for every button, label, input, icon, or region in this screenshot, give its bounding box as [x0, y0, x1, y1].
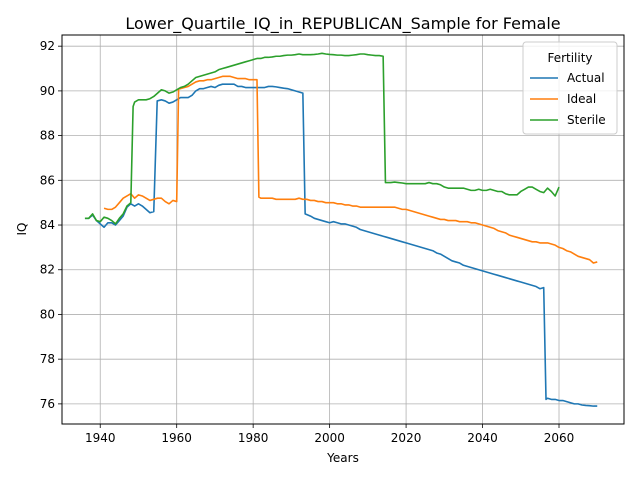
gridlines [62, 35, 624, 424]
y-tick-label: 82 [40, 263, 55, 277]
y-tick-label: 92 [40, 39, 55, 53]
legend-items: Actual Ideal Sterile [530, 71, 606, 127]
legend: Fertility Actual Ideal Sterile [522, 41, 618, 135]
legend-title: Fertility [547, 51, 592, 65]
x-axis-ticks: 1940 1960 1980 2000 2020 2040 2060 [85, 424, 574, 445]
plot-area-frame [61, 34, 625, 425]
series-line-sterile [84, 52, 560, 225]
series-line-actual [84, 83, 598, 407]
chart-title: Lower_Quartile_IQ_in_REPUBLICAN_Sample f… [125, 14, 560, 34]
x-tick-label: 2000 [314, 431, 345, 445]
y-tick-label: 76 [40, 397, 55, 411]
legend-label-ideal: Ideal [567, 92, 596, 106]
legend-box [522, 41, 618, 135]
x-tick-label: 2020 [391, 431, 422, 445]
legend-label-sterile: Sterile [567, 113, 606, 127]
series-line-ideal [103, 75, 598, 264]
y-tick-label: 88 [40, 129, 55, 143]
x-tick-label: 1980 [238, 431, 269, 445]
y-axis-label: IQ [15, 223, 29, 236]
x-tick-label: 1940 [85, 431, 116, 445]
x-tick-label: 2060 [544, 431, 575, 445]
y-tick-label: 90 [40, 84, 55, 98]
legend-label-actual: Actual [567, 71, 605, 85]
y-tick-label: 78 [40, 352, 55, 366]
y-tick-label: 86 [40, 173, 55, 187]
x-tick-label: 2040 [467, 431, 498, 445]
y-tick-label: 84 [40, 218, 55, 232]
y-axis-ticks: 76 78 80 82 84 86 88 90 92 [40, 39, 62, 411]
x-tick-label: 1960 [161, 431, 192, 445]
x-axis-label: Years [326, 451, 359, 465]
series-lines [84, 52, 598, 407]
y-tick-label: 80 [40, 307, 55, 321]
